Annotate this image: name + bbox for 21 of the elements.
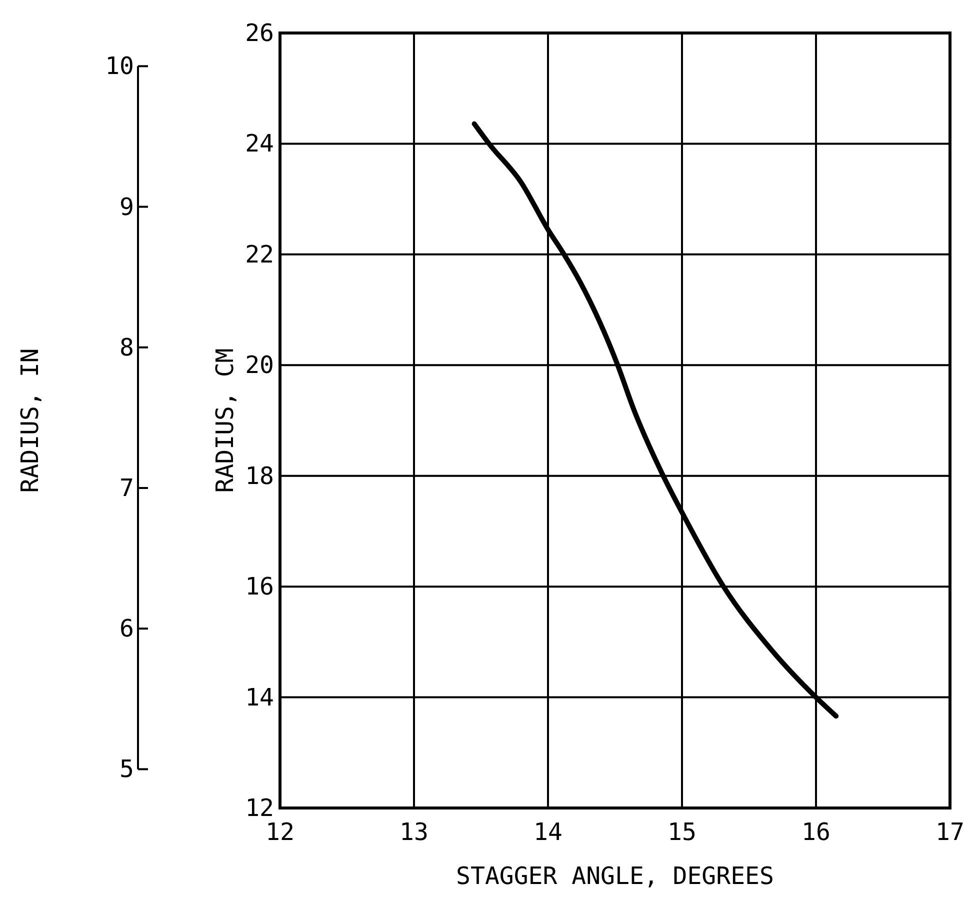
y-tick-label: 22 (245, 240, 274, 268)
y-tick-label: 14 (245, 683, 274, 712)
y2-tick-label: 8 (120, 333, 134, 362)
y-axis-title: RADIUS, CM (211, 348, 239, 493)
y2-tick-label: 9 (120, 192, 134, 221)
x-tick-label: 13 (400, 818, 428, 846)
y-tick-label: 16 (245, 572, 274, 601)
x-tick-label: 15 (668, 818, 696, 846)
y-tick-label: 20 (245, 351, 274, 380)
x-tick-label: 16 (802, 818, 830, 846)
y2-tick-label: 6 (120, 614, 134, 643)
y2-tick-label: 10 (105, 52, 134, 80)
y-tick-label: 18 (245, 462, 274, 490)
x-tick-label: 14 (534, 818, 562, 846)
x-tick-label: 17 (936, 818, 964, 846)
y2-axis-title: RADIUS, IN (16, 348, 44, 493)
y2-tick-label: 5 (120, 755, 134, 784)
x-axis-title: STAGGER ANGLE, DEGREES (456, 862, 774, 890)
y-tick-label: 26 (245, 19, 274, 47)
y2-tick-label: 7 (120, 474, 134, 502)
y-tick-label: 24 (245, 130, 274, 158)
